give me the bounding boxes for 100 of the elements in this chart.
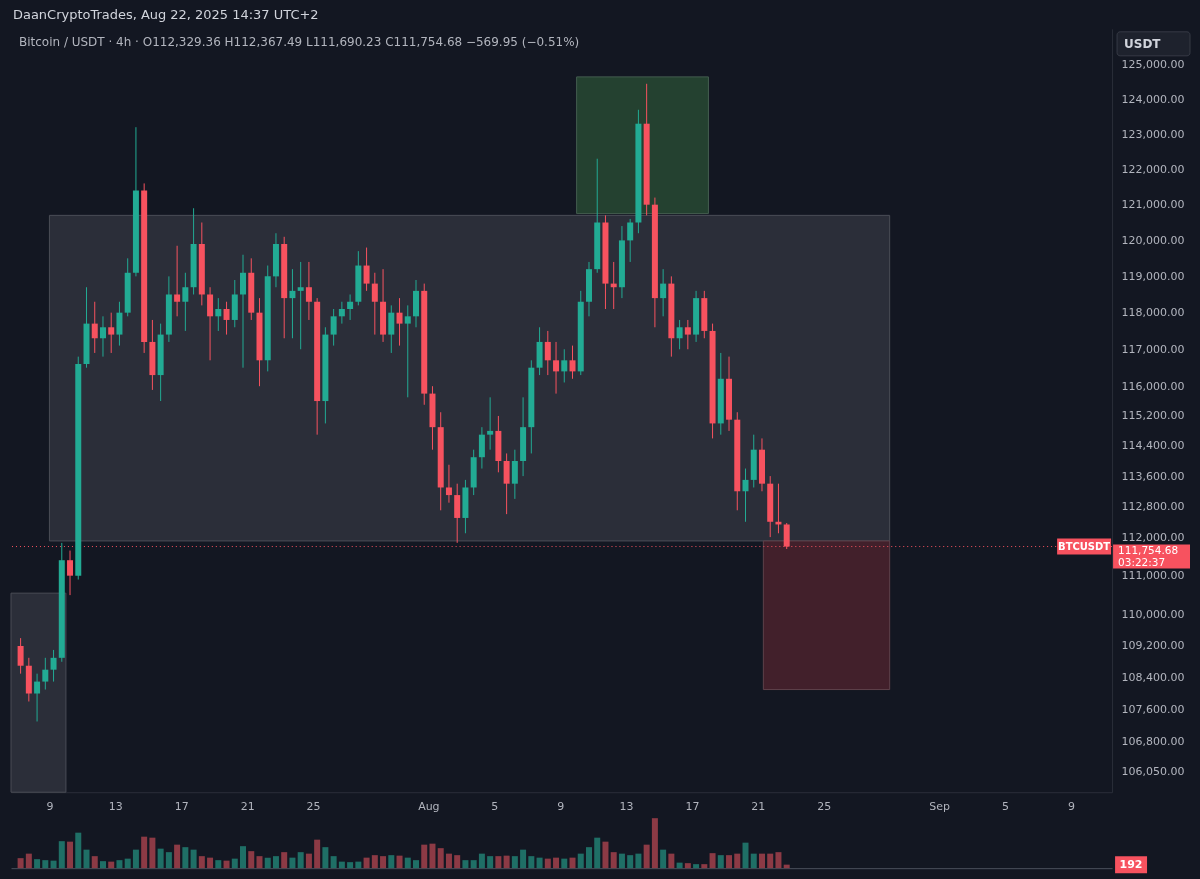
candlestick: [338, 301, 345, 325]
y-tick-label: 121,000.00: [1121, 198, 1185, 212]
bar: [643, 844, 650, 869]
y-tick-label: 116,000.00: [1121, 379, 1185, 393]
y-tick-label: 109,200.00: [1121, 639, 1185, 653]
bar: [157, 848, 164, 869]
bar: [99, 861, 106, 869]
bar: [355, 861, 362, 869]
chart-title: DaanCryptoTrades, Aug 22, 2025 14:37 UTC+2: [12, 6, 319, 22]
y-tick-label: 118,000.00: [1121, 306, 1185, 320]
x-tick-label: Sep: [929, 799, 950, 813]
bar: [775, 852, 782, 869]
x-tick-label: 25: [306, 799, 321, 813]
bar: [124, 858, 131, 869]
bar: [528, 856, 535, 869]
bar: [462, 860, 469, 869]
x-tick-label: 9: [557, 799, 565, 813]
bar: [660, 849, 667, 869]
bar: [75, 832, 82, 869]
bar: [305, 853, 312, 869]
x-tick-label: 5: [491, 799, 499, 813]
bar: [322, 847, 329, 869]
candlestick: [363, 247, 370, 292]
bar: [207, 857, 214, 869]
candlestick: [487, 396, 494, 451]
bar: [165, 852, 172, 869]
y-tick-label: 120,000.00: [1121, 233, 1185, 247]
bar: [693, 864, 700, 869]
bar: [495, 856, 502, 869]
bar: [248, 851, 255, 869]
candlestick: [454, 483, 461, 544]
candlestick: [50, 649, 57, 683]
y-tick-label: 107,600.00: [1121, 702, 1185, 716]
bar: [34, 859, 41, 869]
candlestick: [182, 272, 189, 332]
y-tick-label: 125,000.00: [1121, 58, 1185, 72]
candlestick: [289, 268, 296, 339]
bar: [67, 841, 74, 869]
candlestick: [91, 301, 98, 354]
candlestick: [445, 464, 452, 504]
bar: [396, 855, 403, 869]
bar: [272, 856, 279, 869]
candlestick: [627, 218, 634, 263]
y-tick-label: 108,400.00: [1121, 671, 1185, 685]
bar: [487, 856, 494, 869]
candlestick: [553, 341, 560, 395]
bar: [742, 842, 749, 869]
y-tick-label: 106,050.00: [1121, 765, 1185, 779]
bar: [256, 856, 263, 869]
candlestick: [215, 297, 222, 332]
y-axis-title: USDT: [1124, 36, 1162, 51]
bar: [330, 856, 337, 869]
bar: [297, 852, 304, 869]
candlestick: [297, 261, 304, 350]
bar: [767, 853, 774, 869]
candlestick: [347, 293, 354, 321]
bar: [421, 844, 428, 869]
bar: [569, 857, 576, 869]
bar: [635, 853, 642, 869]
y-tick-label: 112,000.00: [1121, 530, 1185, 544]
x-tick-label: 9: [1067, 799, 1075, 813]
bar: [198, 856, 205, 869]
candlestick: [330, 308, 337, 347]
candlestick: [207, 286, 214, 361]
bar: [627, 855, 634, 869]
bar: [429, 843, 436, 869]
y-tick-label: 119,000.00: [1121, 269, 1185, 283]
bar: [734, 853, 741, 869]
bar: [363, 857, 370, 869]
bar: [413, 860, 419, 869]
x-tick-label: 21: [751, 799, 766, 813]
bar: [371, 855, 378, 869]
y-tick-label: 123,000.00: [1121, 127, 1185, 141]
bar: [17, 858, 24, 869]
bar: [577, 853, 584, 869]
ref-line-label: BTCUSDT: [1058, 540, 1111, 552]
candlestick: [544, 330, 551, 376]
bar: [404, 857, 411, 869]
bar: [58, 841, 65, 869]
bar: [380, 856, 387, 869]
bar: [651, 818, 658, 869]
bar: [544, 858, 551, 869]
x-tick-label: 13: [108, 799, 123, 813]
candlestick: [108, 312, 115, 354]
candlestick: [99, 315, 106, 358]
y-tick-label: 106,800.00: [1121, 735, 1185, 749]
candlestick: [116, 301, 123, 347]
bar: [116, 860, 123, 869]
bar: [223, 860, 230, 869]
bar: [709, 853, 716, 869]
y-tick-label: 115,200.00: [1121, 409, 1185, 423]
bar: [561, 858, 568, 869]
bar: [91, 856, 98, 869]
bar: [388, 855, 395, 869]
bar: [520, 849, 527, 869]
bar: [240, 846, 247, 869]
bar: [511, 856, 518, 869]
candlestick: [223, 301, 230, 336]
candlestick: [17, 637, 24, 675]
x-tick-label: 17: [685, 799, 700, 813]
